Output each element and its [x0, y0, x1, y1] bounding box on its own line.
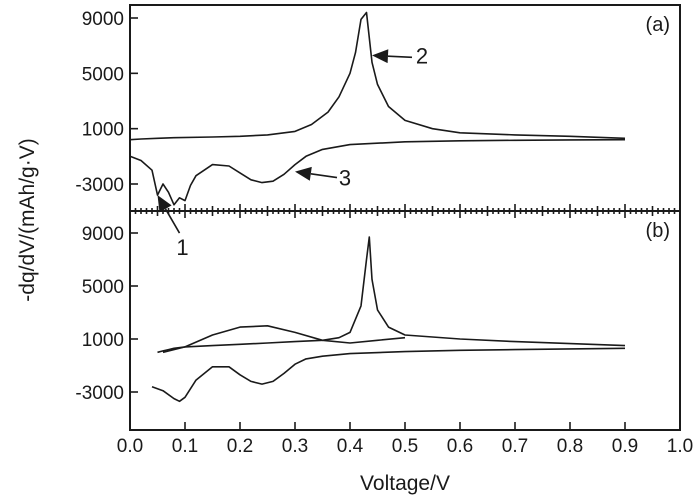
series-line-2-3: [162, 325, 406, 354]
series-line-1-1: [129, 11, 626, 141]
x-tick-label-9: 0.8: [557, 436, 583, 457]
y-tick-label-1-4: -3000: [75, 175, 124, 196]
y-axis-label: -dq/dV/(mAh/g·V): [16, 138, 39, 301]
panel-frame-2: [129, 210, 681, 431]
panel-frame-1: [129, 4, 681, 212]
y-tick-label-2-3: 1000: [82, 330, 124, 351]
x-axis-label: Voltage/V: [360, 472, 450, 495]
annotation-label-1: 1: [176, 235, 188, 260]
annotations: 1 2 3: [157, 43, 428, 260]
y-tick-label-2-4: -3000: [75, 383, 124, 404]
x-tick-label-5: 0.4: [337, 436, 364, 457]
y-tick-label-2-2: 5000: [82, 277, 124, 298]
x-tick-label-2: 0.1: [172, 436, 198, 457]
annotation-arrowhead-3: [295, 166, 312, 181]
x-tick-label-7: 0.6: [447, 436, 473, 457]
series-line-1-2: [129, 138, 626, 206]
annotation-arrow-line-1: [164, 208, 181, 234]
series-line-2-1: [157, 236, 626, 354]
y-tick-label-1-3: 1000: [82, 120, 124, 141]
x-tick-label-11: 1.0: [667, 436, 693, 457]
x-tick-label-3: 0.2: [227, 436, 253, 457]
annotation-arrow-line-3: [310, 173, 338, 179]
tick-labels: 9000 5000 1000 -3000 (a) 9000 5000 1000 -3000 (b)…: [75, 9, 693, 457]
y-tick-label-1-2: 5000: [82, 64, 124, 85]
y-tick-label-1-1: 9000: [82, 9, 124, 30]
x-tick-label-8: 0.7: [502, 436, 528, 457]
series-line-2-2: [151, 347, 626, 403]
data-curves: [129, 11, 626, 403]
x-tick-label-6: 0.5: [392, 436, 418, 457]
x-tick-label-4: 0.3: [282, 436, 308, 457]
annotation-arrowhead-1: [157, 195, 172, 213]
annotation-arrowhead-2: [372, 49, 389, 64]
annotation-arrow-line-2: [387, 55, 413, 59]
panel-tag-2: (b): [646, 220, 670, 242]
annotation-label-3: 3: [339, 166, 351, 191]
axis-ticks: [129, 17, 681, 430]
y-tick-label-2-1: 9000: [82, 224, 124, 245]
x-tick-label-10: 0.9: [612, 436, 638, 457]
panel-tag-1: (a): [646, 14, 670, 36]
annotation-label-2: 2: [416, 43, 428, 68]
x-tick-label-1: 0.0: [117, 436, 143, 457]
